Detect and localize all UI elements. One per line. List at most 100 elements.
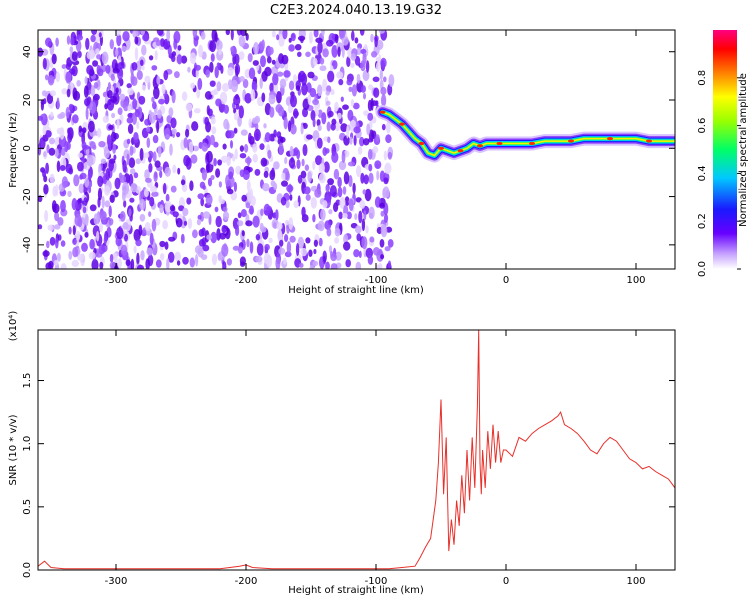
heatmap-noise-blob (245, 202, 251, 209)
heatmap-noise-blob (66, 35, 71, 45)
heatmap-noise-blob (202, 244, 210, 252)
heatmap-noise-blob (170, 185, 177, 193)
heatmap-noise-blob (240, 129, 248, 136)
heatmap-noise-blob (308, 31, 313, 44)
heatmap-noise-blob (370, 33, 374, 43)
heatmap-noise-blob (276, 131, 282, 139)
heatmap-noise-blob (228, 176, 235, 188)
heatmap-noise-blob (108, 124, 114, 130)
heatmap-noise-blob (215, 168, 221, 178)
heatmap-noise-blob (266, 56, 272, 64)
heatmap-noise-blob (104, 103, 108, 110)
heatmap-noise-blob (119, 211, 126, 222)
heatmap-noise-blob (104, 185, 111, 196)
heatmap-noise-blob (314, 188, 322, 198)
heatmap-noise-blob (133, 245, 137, 254)
heatmap-noise-blob (107, 82, 111, 91)
heatmap-noise-blob (264, 66, 272, 77)
heatmap-noise-blob (183, 220, 188, 226)
heatmap-noise-blob (268, 46, 274, 55)
heatmap-noise-blob (96, 53, 101, 60)
heatmap-noise-blob (42, 57, 47, 70)
heatmap-noise-blob (376, 170, 380, 181)
heatmap-noise-blob (242, 78, 249, 89)
heatmap-noise-blob (218, 181, 222, 188)
heatmap-noise-blob (227, 130, 235, 139)
heatmap-noise-blob (102, 115, 110, 123)
heatmap-noise-blob (268, 94, 276, 105)
heatmap-noise-blob (318, 237, 323, 247)
heatmap-noise-blob (260, 157, 268, 167)
snr-series-line (38, 330, 675, 570)
heatmap-noise-blob (295, 85, 301, 91)
heatmap-noise-blob (145, 258, 150, 269)
heatmap-noise-blob (181, 91, 188, 101)
heatmap-noise-blob (44, 130, 52, 138)
heatmap-noise-blob (95, 48, 100, 55)
heatmap-noise-blob (362, 138, 370, 146)
heatmap-noise-blob (338, 211, 343, 220)
heatmap-noise-blob (230, 30, 234, 41)
heatmap-noise-blob (48, 137, 56, 145)
heatmap-noise-blob (142, 34, 150, 42)
heatmap-noise-blob (217, 159, 223, 166)
heatmap-noise-blob (337, 112, 342, 120)
heatmap-noise-blob (143, 188, 149, 198)
heatmap-noise-blob (304, 164, 310, 171)
heatmap-noise-blob (156, 30, 164, 36)
bottom-x-tick-label: 100 (626, 576, 645, 587)
heatmap-noise-blob (363, 210, 367, 221)
heatmap-noise-blob (234, 148, 238, 160)
heatmap-noise-blob (88, 251, 96, 260)
heatmap-noise-blob (325, 184, 330, 193)
heatmap-noise-blob (144, 118, 151, 126)
heatmap-noise-blob (383, 150, 388, 161)
heatmap-noise-blob (350, 99, 355, 107)
heatmap-noise-blob (68, 226, 72, 235)
heatmap-noise-blob (49, 173, 55, 184)
heatmap-noise-blob (182, 207, 189, 217)
heatmap-noise-blob (119, 93, 126, 102)
colorbar-tick-label: 0.6 (697, 118, 708, 134)
heatmap-noise-blob (375, 100, 379, 107)
heatmap-noise-blob (321, 30, 325, 37)
heatmap-noise-blob (327, 70, 335, 83)
bottom-x-axis-label: Height of straight line (km) (288, 585, 424, 596)
heatmap-noise-blob (387, 239, 394, 248)
heatmap-noise-blob (330, 122, 336, 131)
heatmap-noise-blob (91, 30, 98, 36)
heatmap-noise-blob (103, 236, 107, 245)
heatmap-noise-blob (251, 117, 259, 124)
heatmap-noise-blob (379, 69, 383, 81)
heatmap-noise-blob (75, 230, 81, 240)
heatmap-noise-blob (131, 62, 138, 71)
heatmap-noise-blob (140, 59, 144, 66)
heatmap-ridge-peak (399, 122, 405, 126)
heatmap-noise-blob (156, 75, 161, 85)
heatmap-noise-blob (43, 184, 49, 195)
heatmap-noise-blob (333, 202, 339, 213)
heatmap-noise-blob (86, 65, 94, 75)
heatmap-noise-blob (375, 134, 380, 142)
heatmap-noise-blob (253, 128, 261, 142)
heatmap-noise-blob (226, 156, 231, 167)
heatmap-noise-blob (246, 180, 251, 192)
heatmap-noise-blob (205, 162, 210, 174)
heatmap-noise-blob (241, 194, 247, 202)
heatmap-noise-blob (71, 259, 80, 268)
heatmap-noise-blob (230, 46, 234, 52)
heatmap-noise-blob (285, 200, 290, 209)
heatmap-noise-blob (134, 109, 140, 118)
heatmap-noise-blob (65, 62, 71, 70)
heatmap-noise-blob (101, 195, 105, 209)
heatmap-noise-blob (153, 86, 160, 100)
heatmap-noise-blob (382, 188, 386, 199)
heatmap-noise-blob (327, 178, 334, 186)
heatmap-noise-blob (249, 205, 254, 215)
heatmap-noise-blob (326, 227, 332, 237)
heatmap-noise-blob (127, 123, 134, 134)
heatmap-noise-blob (193, 108, 201, 114)
heatmap-noise-blob (327, 110, 334, 118)
heatmap-noise-blob (365, 60, 370, 73)
heatmap-noise-blob (55, 37, 59, 47)
